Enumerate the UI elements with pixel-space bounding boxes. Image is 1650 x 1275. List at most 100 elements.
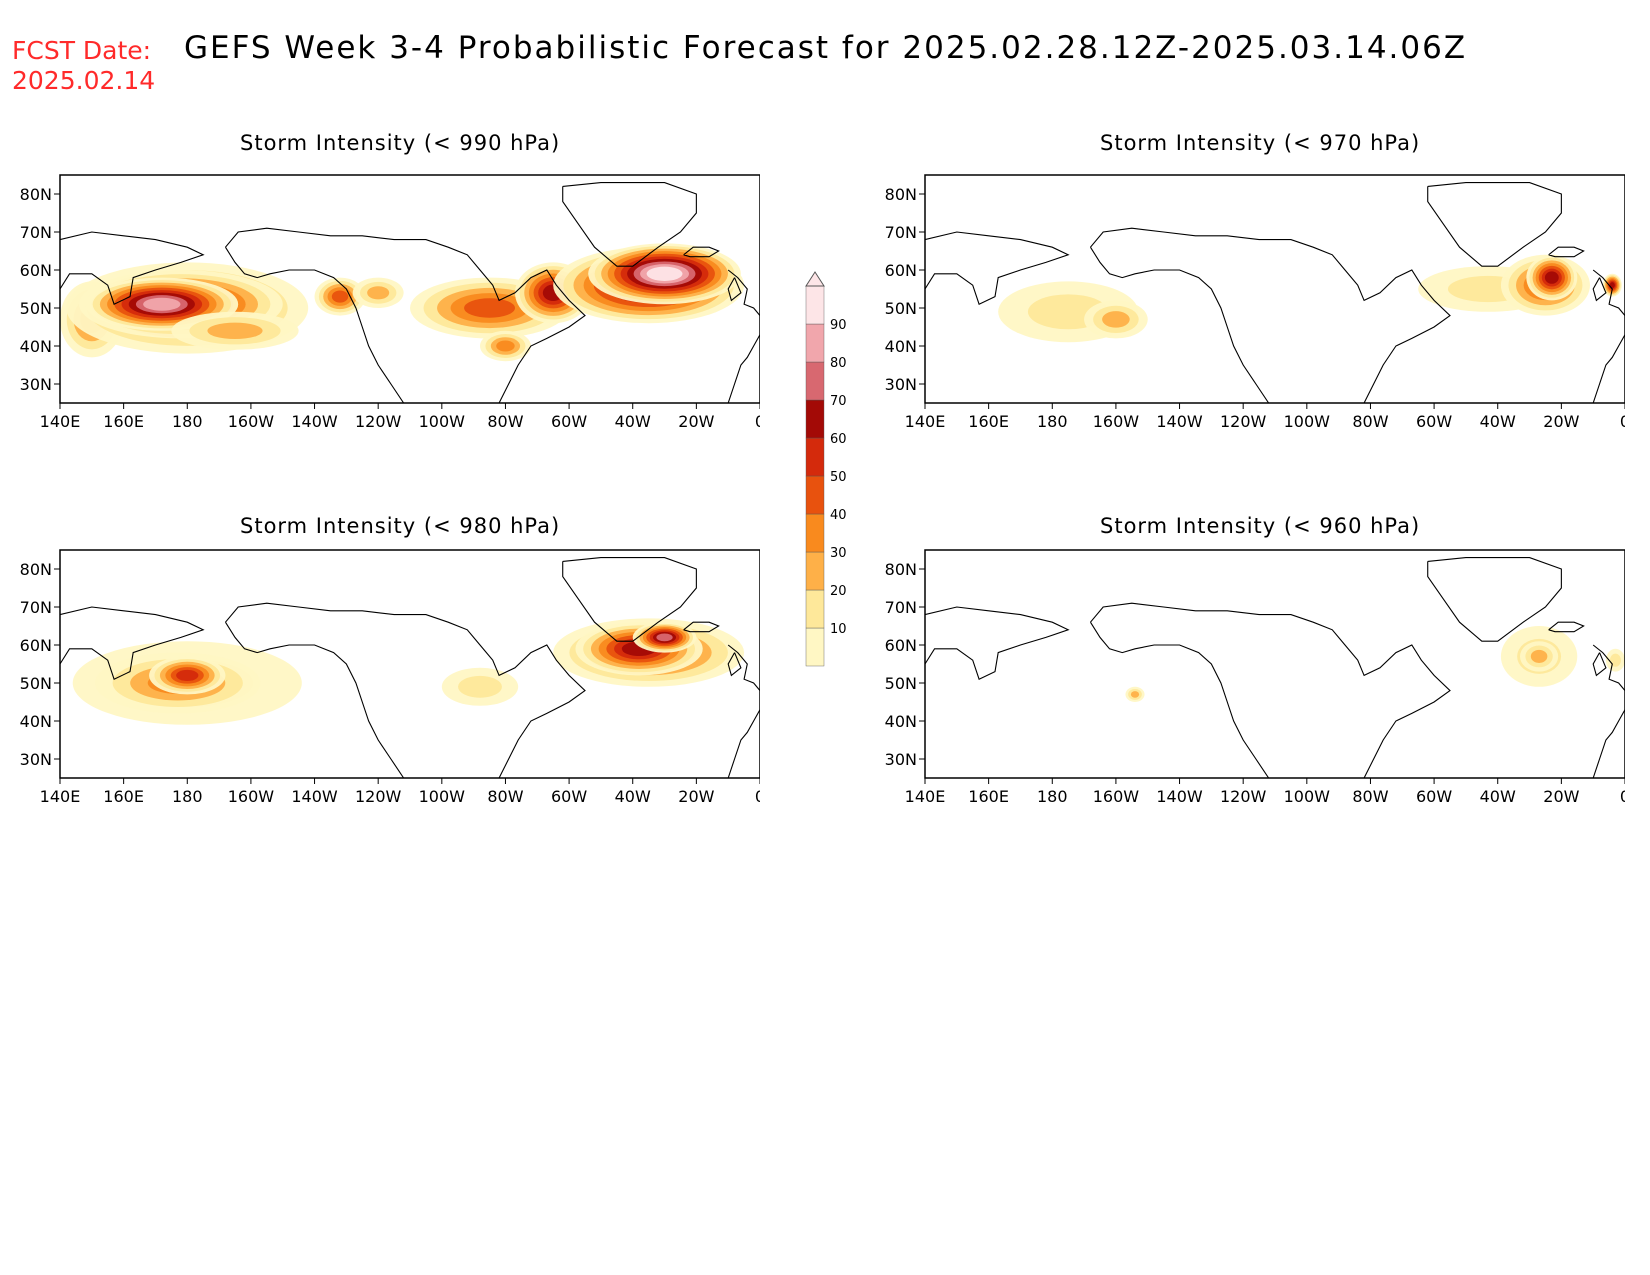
- lat-label: 70N: [885, 598, 917, 617]
- lon-label: 140W: [291, 412, 338, 431]
- panel-title-960: Storm Intensity (< 960 hPa): [1100, 514, 1421, 538]
- lat-label: 40N: [20, 337, 52, 356]
- colorbar-top-arrow: [805, 271, 825, 287]
- probability-field: [60, 243, 745, 362]
- lon-label: 20W: [678, 787, 714, 806]
- lon-label: 140E: [905, 412, 946, 431]
- probability-blob: [367, 286, 390, 300]
- coastline: [1090, 227, 1451, 403]
- lon-label: 160W: [1093, 787, 1140, 806]
- coastline: [1090, 602, 1451, 778]
- coastline: [562, 557, 697, 642]
- coastlines: [60, 557, 760, 778]
- coastline: [562, 182, 697, 267]
- colorbar-swatch: [805, 399, 825, 439]
- coastline: [60, 606, 205, 680]
- coastline: [1592, 269, 1625, 316]
- lon-label: 20W: [1543, 787, 1579, 806]
- probability-blob: [496, 340, 515, 352]
- lon-label: 0: [1620, 412, 1625, 431]
- lat-label: 30N: [20, 750, 52, 769]
- lat-label: 70N: [20, 598, 52, 617]
- lon-label: 0: [755, 412, 760, 431]
- lon-label: 140W: [1156, 412, 1203, 431]
- page-title: GEFS Week 3-4 Probabilistic Forecast for…: [184, 30, 1468, 66]
- lon-label: 0: [755, 787, 760, 806]
- colorbar-swatch: [805, 589, 825, 629]
- coastline: [683, 246, 720, 258]
- colorbar-swatch: [805, 361, 825, 401]
- coastline: [225, 602, 586, 778]
- coastline: [727, 269, 760, 316]
- coastline: [727, 644, 760, 691]
- coastline: [727, 334, 760, 403]
- lon-label: 160E: [968, 787, 1009, 806]
- probability-blob: [464, 298, 515, 318]
- coastline: [1548, 246, 1585, 258]
- lat-label: 80N: [885, 185, 917, 204]
- probability-blob: [176, 669, 199, 681]
- coastlines: [925, 182, 1625, 403]
- lon-label: 60W: [1416, 412, 1452, 431]
- lat-label: 60N: [885, 261, 917, 280]
- coastlines: [60, 182, 760, 403]
- coastline: [225, 227, 586, 403]
- panel-title-980: Storm Intensity (< 980 hPa): [240, 514, 561, 538]
- coastline: [1592, 334, 1625, 403]
- colorbar-swatch: [805, 551, 825, 591]
- map-svg: 80N 70N 60N 50N 40N 30N 140E 160E 180 160W 140W 120…: [885, 174, 1625, 431]
- lon-label: 160E: [103, 787, 144, 806]
- colorbar-label: 80: [830, 356, 847, 371]
- lon-label: 60W: [551, 412, 587, 431]
- forecast-date-label: FCST Date:: [12, 36, 152, 65]
- colorbar-label: 40: [830, 508, 847, 523]
- coastline: [1592, 644, 1625, 691]
- coastline: [224, 246, 405, 403]
- lon-label: 160W: [1093, 412, 1140, 431]
- colorbar-label: 60: [830, 432, 847, 447]
- lon-label: 80W: [1352, 787, 1388, 806]
- lon-label: 120W: [355, 787, 402, 806]
- map-svg: 80N 70N 60N 50N 40N 30N 140E 160E 180 160W 140W 120…: [20, 549, 760, 806]
- lon-label: 100W: [419, 787, 466, 806]
- probability-blob: [1544, 271, 1559, 284]
- coastline: [1592, 709, 1625, 778]
- probability-blob: [1102, 311, 1130, 328]
- lon-label: 140W: [1156, 787, 1203, 806]
- colorbar-swatch: [805, 475, 825, 515]
- lon-label: 80W: [487, 412, 523, 431]
- lon-label: 40W: [1480, 787, 1516, 806]
- lat-label: 40N: [20, 712, 52, 731]
- colorbar-swatch: [805, 627, 825, 667]
- probability-field: [72, 618, 745, 725]
- map-frame: [59, 174, 760, 404]
- lon-label: 40W: [615, 787, 651, 806]
- forecast-date-value: 2025.02.14: [12, 66, 156, 95]
- map-panel-990: 80N 70N 60N 50N 40N 30N 140E 160E 180 160W 140W 120…: [0, 165, 760, 435]
- lat-label: 50N: [885, 674, 917, 693]
- colorbar-label: 50: [830, 470, 847, 485]
- probability-blob: [1130, 691, 1140, 698]
- lon-label: 80W: [487, 787, 523, 806]
- map-panel-960: 80N 70N 60N 50N 40N 30N 140E 160E 180 160W 140W 120…: [865, 540, 1625, 810]
- lon-label: 100W: [419, 412, 466, 431]
- coastline: [727, 709, 760, 778]
- coastline: [224, 621, 405, 778]
- lon-label: 140E: [40, 412, 81, 431]
- map-frame: [59, 549, 760, 779]
- lon-label: 100W: [1284, 787, 1331, 806]
- lat-label: 60N: [20, 261, 52, 280]
- lon-label: 180: [1037, 787, 1068, 806]
- lat-label: 50N: [20, 674, 52, 693]
- map-frame: [924, 174, 1625, 404]
- lon-label: 40W: [615, 412, 651, 431]
- lat-label: 50N: [20, 299, 52, 318]
- lat-label: 40N: [885, 337, 917, 356]
- probability-blob: [207, 322, 263, 340]
- colorbar-swatch: [805, 323, 825, 363]
- probability-blob: [143, 297, 181, 311]
- probability-blob: [1609, 653, 1621, 667]
- probability-blob: [1530, 649, 1548, 663]
- colorbar-label: 30: [830, 546, 847, 561]
- coastline: [1089, 621, 1270, 778]
